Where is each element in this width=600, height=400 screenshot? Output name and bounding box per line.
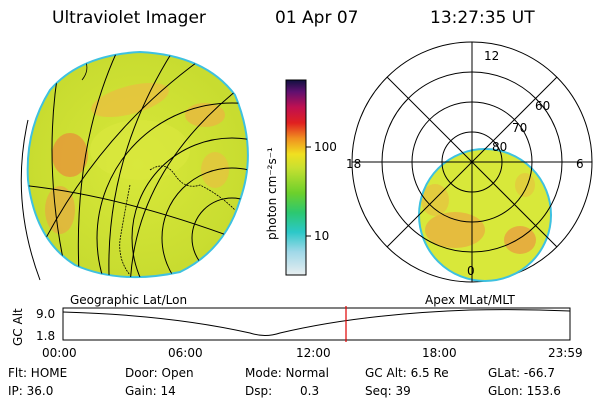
polar-plot: 12 18 6 0 60 70 80 [346,41,593,283]
status-info: Flt: HOME IP: 36.0 Door: Open Gain: 14 M… [8,366,561,398]
colorbar-tick-100: 100 [314,140,337,154]
x-tick-1800: 18:00 [422,346,457,360]
gain-status: Gain: 14 [125,384,176,398]
x-tick-0600: 06:00 [168,346,203,360]
y-tick-9: 9.0 [36,307,55,321]
geographic-image [20,50,249,281]
x-tick-1200: 12:00 [296,346,331,360]
app-title: Ultraviolet Imager [52,8,206,28]
y-axis-label: GC Alt [11,308,25,346]
glon-status: GLon: 153.6 [488,384,561,398]
lat-label-70: 70 [512,121,527,135]
lat-label-80: 80 [492,140,507,154]
mlt-label-12: 12 [484,49,499,63]
mlt-label-6: 6 [576,157,584,171]
date-label: 01 Apr 07 [275,8,359,28]
y-tick-1-8: 1.8 [36,329,55,343]
timeline-panel: Geographic Lat/Lon Apex MLat/MLT GC Alt … [11,293,583,360]
dsp-label: Dsp: [245,384,272,398]
flt-status: Flt: HOME [8,366,67,380]
glat-status: GLat: -66.7 [488,366,555,380]
colorbar-tick-10: 10 [314,229,329,243]
x-tick-0000: 00:00 [42,346,77,360]
x-tick-2359: 23:59 [548,346,583,360]
seq-status: Seq: 39 [365,384,411,398]
timeline-left-label: Geographic Lat/Lon [70,293,187,307]
timeline-right-label: Apex MLat/MLT [425,293,515,307]
time-label: 13:27:35 UT [430,8,535,28]
door-status: Door: Open [125,366,194,380]
mlt-label-0: 0 [467,264,475,278]
mlt-label-18: 18 [346,157,361,171]
colorbar: 100 10 photon cm⁻²s⁻¹ [265,79,337,276]
gc-alt-status: GC Alt: 6.5 Re [365,366,449,380]
ip-status: IP: 36.0 [8,384,53,398]
dsp-value: 0.3 [300,384,319,398]
colorbar-label: photon cm⁻²s⁻¹ [265,147,279,240]
lat-label-60: 60 [535,99,550,113]
mode-status: Mode: Normal [245,366,329,380]
